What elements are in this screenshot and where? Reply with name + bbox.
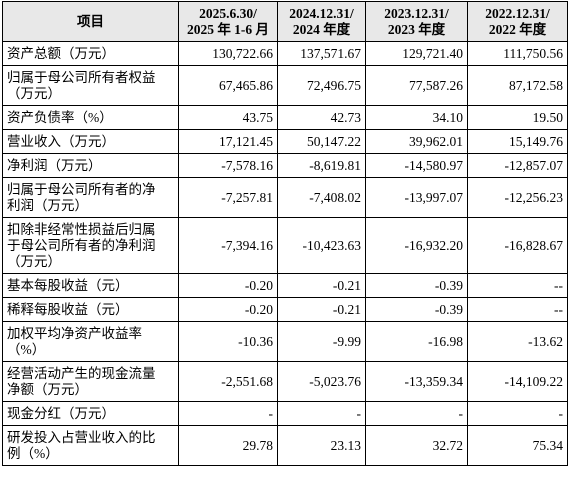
value-cell: - xyxy=(277,401,366,426)
value-cell: 50,147.22 xyxy=(277,129,366,154)
value-cell: 34.10 xyxy=(365,105,468,130)
value-cell: - xyxy=(365,401,468,426)
header-line: 2024.12.31/ xyxy=(289,6,354,21)
header-line: 项目 xyxy=(77,14,104,29)
table-row: 加权平均净资产收益率（%） -10.36 -9.99 -16.98 -13.62 xyxy=(2,321,568,362)
value-cell: -13.62 xyxy=(467,321,568,362)
row-label: 扣除非经常性损益后归属于母公司所有者的净利润（万元） xyxy=(2,217,179,274)
table-row: 归属于母公司所有者权益（万元） 67,465.86 72,496.75 77,587.… xyxy=(2,65,568,106)
value-cell: - xyxy=(467,401,568,426)
value-cell: -7,578.16 xyxy=(178,153,278,178)
header-line: 2023 年度 xyxy=(387,22,446,37)
row-label: 经营活动产生的现金流量净额（万元） xyxy=(2,361,179,402)
value-cell: -10.36 xyxy=(178,321,278,362)
table-row: 现金分红（万元） - - - - xyxy=(2,401,568,426)
header-cell: 2022.12.31/2022 年度 xyxy=(467,1,568,42)
value-cell: 23.13 xyxy=(277,425,366,466)
table-row: 经营活动产生的现金流量净额（万元） -2,551.68 -5,023.76 -13,3… xyxy=(2,361,568,402)
table-row: 资产总额（万元） 130,722.66 137,571.67 129,721.40 11… xyxy=(2,41,568,66)
row-label: 资产总额（万元） xyxy=(2,41,179,66)
value-cell: -14,109.22 xyxy=(467,361,568,402)
row-label: 研发投入占营业收入的比例（%） xyxy=(2,425,179,466)
value-cell: 77,587.26 xyxy=(365,65,468,106)
value-cell: -7,408.02 xyxy=(277,177,366,218)
value-cell: 129,721.40 xyxy=(365,41,468,66)
value-cell: -12,857.07 xyxy=(467,153,568,178)
value-cell: -13,997.07 xyxy=(365,177,468,218)
value-cell: -14,580.97 xyxy=(365,153,468,178)
table-row: 归属于母公司所有者的净利润（万元） -7,257.81 -7,408.02 -13,9… xyxy=(2,177,568,218)
table-body: 资产总额（万元） 130,722.66 137,571.67 129,721.40 11… xyxy=(2,41,568,466)
header-cell: 2025.6.30/2025 年 1-6 月 xyxy=(178,1,278,42)
value-cell: -0.20 xyxy=(178,273,278,298)
value-cell: 39,962.01 xyxy=(365,129,468,154)
value-cell: 87,172.58 xyxy=(467,65,568,106)
value-cell: 137,571.67 xyxy=(277,41,366,66)
value-cell: -7,394.16 xyxy=(178,217,278,274)
table-row: 基本每股收益（元） -0.20 -0.21 -0.39 -- xyxy=(2,273,568,298)
value-cell: -16,828.67 xyxy=(467,217,568,274)
value-cell: 17,121.45 xyxy=(178,129,278,154)
value-cell: -9.99 xyxy=(277,321,366,362)
row-label: 营业收入（万元） xyxy=(2,129,179,154)
row-label: 资产负债率（%） xyxy=(2,105,179,130)
table-row: 资产负债率（%） 43.75 42.73 34.10 19.50 xyxy=(2,105,568,130)
header-line: 2022.12.31/ xyxy=(485,6,550,21)
table-row: 扣除非经常性损益后归属于母公司所有者的净利润（万元） -7,394.16 -10,4… xyxy=(2,217,568,274)
row-label: 净利润（万元） xyxy=(2,153,179,178)
value-cell: -8,619.81 xyxy=(277,153,366,178)
value-cell: 67,465.86 xyxy=(178,65,278,106)
header-line: 2023.12.31/ xyxy=(384,6,449,21)
row-label: 基本每股收益（元） xyxy=(2,273,179,298)
value-cell: 43.75 xyxy=(178,105,278,130)
table-row: 营业收入（万元） 17,121.45 50,147.22 39,962.01 15,14… xyxy=(2,129,568,154)
header-line: 2025.6.30/ xyxy=(199,6,257,21)
value-cell: -0.21 xyxy=(277,273,366,298)
value-cell: -16,932.20 xyxy=(365,217,468,274)
value-cell: -0.20 xyxy=(178,297,278,322)
value-cell: 15,149.76 xyxy=(467,129,568,154)
value-cell: -- xyxy=(467,273,568,298)
value-cell: -0.39 xyxy=(365,297,468,322)
header-line: 2024 年度 xyxy=(292,22,351,37)
row-label: 现金分红（万元） xyxy=(2,401,179,426)
header-line: 2022 年度 xyxy=(488,22,547,37)
value-cell: 111,750.56 xyxy=(467,41,568,66)
header-cell: 2024.12.31/2024 年度 xyxy=(277,1,366,42)
value-cell: 42.73 xyxy=(277,105,366,130)
value-cell: 72,496.75 xyxy=(277,65,366,106)
row-label: 归属于母公司所有者的净利润（万元） xyxy=(2,177,179,218)
value-cell: -2,551.68 xyxy=(178,361,278,402)
value-cell: 29.78 xyxy=(178,425,278,466)
row-label: 稀释每股收益（元） xyxy=(2,297,179,322)
header-cell: 项目 xyxy=(2,1,179,42)
value-cell: -13,359.34 xyxy=(365,361,468,402)
value-cell: -12,256.23 xyxy=(467,177,568,218)
value-cell: 32.72 xyxy=(365,425,468,466)
value-cell: -16.98 xyxy=(365,321,468,362)
value-cell: -10,423.63 xyxy=(277,217,366,274)
value-cell: - xyxy=(178,401,278,426)
row-label: 归属于母公司所有者权益（万元） xyxy=(2,65,179,106)
value-cell: -7,257.81 xyxy=(178,177,278,218)
value-cell: 19.50 xyxy=(467,105,568,130)
header-line: 2025 年 1-6 月 xyxy=(186,22,270,37)
financial-table: 项目 2025.6.30/2025 年 1-6 月 2024.12.31/2024 … xyxy=(2,1,568,466)
row-label: 加权平均净资产收益率（%） xyxy=(2,321,179,362)
value-cell: -0.21 xyxy=(277,297,366,322)
value-cell: -0.39 xyxy=(365,273,468,298)
table-row: 稀释每股收益（元） -0.20 -0.21 -0.39 -- xyxy=(2,297,568,322)
table-row: 净利润（万元） -7,578.16 -8,619.81 -14,580.97 -12,8… xyxy=(2,153,568,178)
value-cell: 130,722.66 xyxy=(178,41,278,66)
header-cell: 2023.12.31/2023 年度 xyxy=(365,1,468,42)
value-cell: -5,023.76 xyxy=(277,361,366,402)
header-row: 项目 2025.6.30/2025 年 1-6 月 2024.12.31/2024 … xyxy=(2,1,568,42)
table-row: 研发投入占营业收入的比例（%） 29.78 23.13 32.72 75.34 xyxy=(2,425,568,466)
value-cell: 75.34 xyxy=(467,425,568,466)
value-cell: -- xyxy=(467,297,568,322)
